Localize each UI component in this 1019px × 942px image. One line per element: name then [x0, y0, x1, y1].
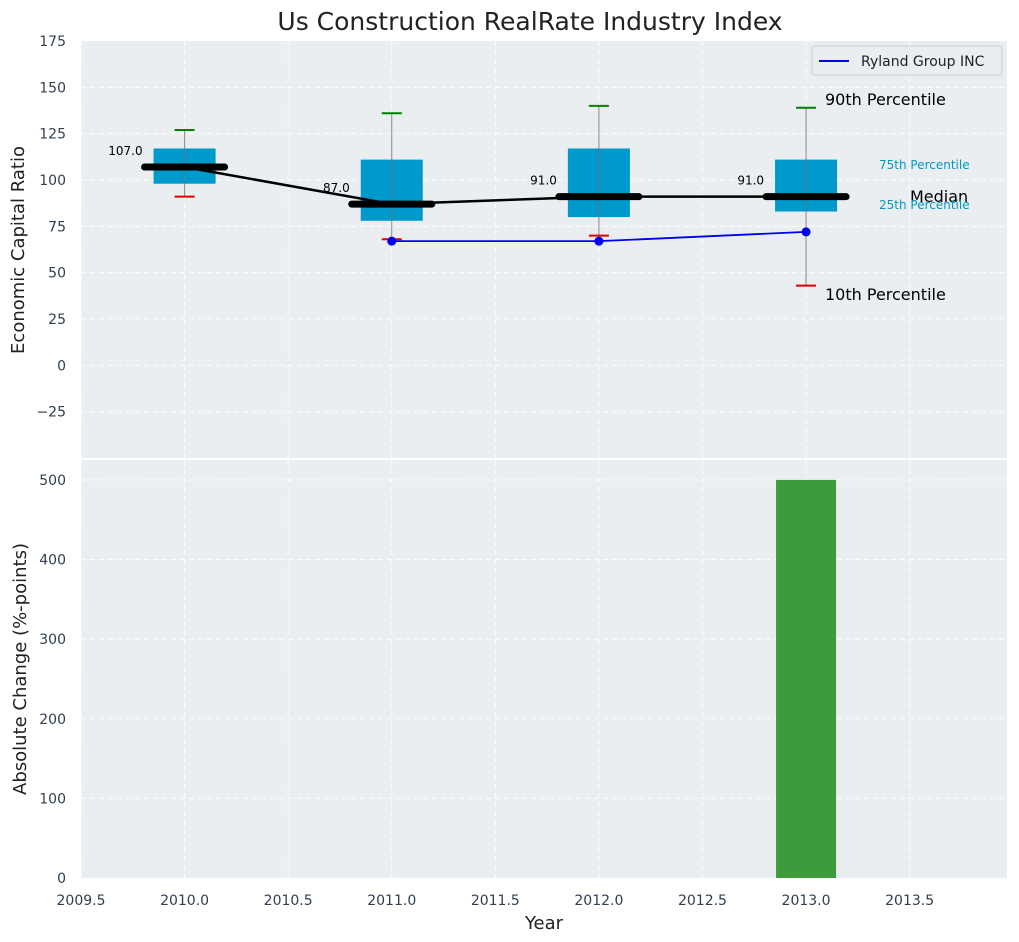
chart-title: Us Construction RealRate Industry Index [277, 7, 782, 36]
series-point [801, 227, 811, 237]
annotation-median: Median [910, 187, 968, 206]
median-value-label: 91.0 [737, 174, 764, 188]
y-tick-label: 75 [48, 219, 66, 235]
annotation-90th: 90th Percentile [825, 90, 946, 109]
bottom-y-ticks: 0 100 200 300 400 500 [39, 473, 66, 887]
x-axis-label: Year [524, 913, 564, 934]
bar [776, 479, 837, 878]
x-tick-label: 2011.0 [367, 893, 416, 909]
legend: Ryland Group INC [811, 45, 1003, 76]
y-tick-label: 500 [39, 473, 66, 489]
x-tick-label: 2010.5 [264, 893, 313, 909]
y-tick-label: 300 [39, 632, 66, 648]
y-tick-label: 125 [39, 127, 66, 143]
x-tick-label: 2011.5 [471, 893, 520, 909]
median-line [184, 165, 807, 206]
y-tick-label: 200 [39, 712, 66, 728]
y-tick-label: 100 [39, 173, 66, 189]
annotation-75th: 75th Percentile [879, 158, 970, 172]
annotation-10th: 10th Percentile [825, 285, 946, 304]
y-tick-label: 175 [39, 34, 66, 50]
y-tick-label: 25 [48, 312, 66, 328]
median-value-label: 91.0 [530, 174, 557, 188]
top-grid [80, 41, 1007, 458]
median-value-label: 87.0 [323, 181, 350, 195]
bottom-plot-area [81, 460, 1007, 878]
top-y-axis-label: Economic Capital Ratio [8, 146, 29, 354]
x-tick-label: 2012.5 [678, 893, 727, 909]
top-y-ticks: −25 0 25 50 75 100 125 150 175 [36, 34, 66, 421]
x-tick-label: 2013.5 [885, 893, 934, 909]
y-tick-label: 0 [57, 358, 66, 374]
series-point [387, 236, 397, 246]
series-ryland [387, 227, 811, 246]
y-tick-label: 0 [57, 871, 66, 887]
annotation-25th: 25th Percentile [879, 198, 970, 212]
x-tick-label: 2009.5 [57, 893, 106, 909]
x-tick-label: 2013.0 [782, 893, 831, 909]
legend-label: Ryland Group INC [861, 54, 985, 70]
y-tick-label: 100 [39, 791, 66, 807]
y-tick-label: 50 [48, 266, 66, 282]
y-tick-label: −25 [36, 405, 66, 421]
legend-box [811, 45, 1003, 76]
y-tick-label: 400 [39, 553, 66, 569]
bars [776, 479, 837, 878]
x-ticks: 2009.5 2010.0 2010.5 2011.0 2011.5 2012.0 2012… [57, 893, 935, 909]
series-point [594, 236, 604, 246]
x-tick-label: 2012.0 [574, 893, 623, 909]
bottom-y-axis-label: Absolute Change (%-points) [10, 543, 31, 795]
median-value-label: 107.0 [108, 144, 142, 158]
median-trend-line [184, 165, 807, 206]
top-plot-area [81, 41, 1007, 458]
x-tick-label: 2010.0 [160, 893, 209, 909]
y-tick-label: 150 [39, 80, 66, 96]
percentile-annotations: 90th Percentile 75th Percentile Median 2… [825, 90, 970, 304]
